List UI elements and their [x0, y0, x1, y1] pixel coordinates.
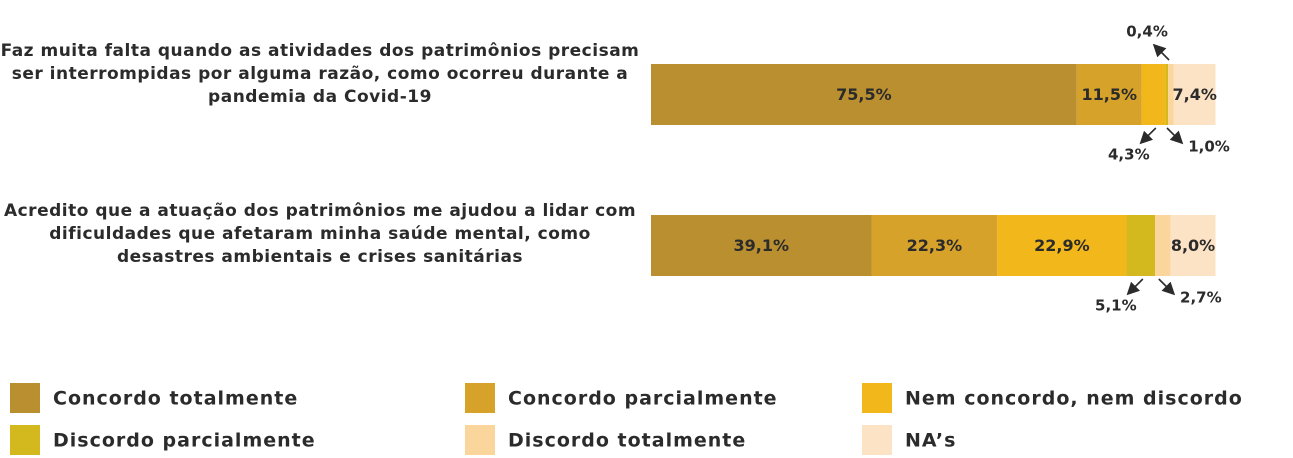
- bar-segment: [1126, 215, 1155, 276]
- value-label: 7,4%: [1173, 85, 1217, 104]
- legend-label: Concordo totalmente: [53, 388, 298, 410]
- legend-label: NA’s: [905, 430, 956, 452]
- value-label: 11,5%: [1081, 85, 1137, 104]
- callout-arrow: [1142, 128, 1156, 142]
- legend-swatch: [10, 383, 40, 413]
- value-label: 8,0%: [1171, 236, 1215, 255]
- value-label: 4,3%: [1108, 146, 1150, 164]
- legend-label: Discordo totalmente: [508, 430, 746, 452]
- legend-swatch: [465, 383, 495, 413]
- legend-label: Nem concordo, nem discordo: [905, 388, 1243, 410]
- legend-swatch: [10, 425, 40, 455]
- page: 75,5% 11,5% 7,4% 4,3% 0,4% 1,0% 39,1% 22,3% 22,9…: [0, 0, 1293, 458]
- callout-arrow: [1155, 46, 1169, 60]
- value-label: 39,1%: [734, 236, 790, 255]
- value-label: 75,5%: [836, 85, 892, 104]
- legend-label: Discordo parcialmente: [53, 430, 316, 452]
- bar-segment: [1155, 215, 1170, 276]
- value-label: 0,4%: [1126, 23, 1168, 41]
- callout-arrow: [1167, 128, 1181, 142]
- legend-label: Concordo parcialmente: [508, 388, 778, 410]
- value-label: 5,1%: [1095, 297, 1137, 315]
- legend-swatch: [465, 425, 495, 455]
- value-label: 1,0%: [1188, 138, 1230, 156]
- callout-arrow: [1159, 279, 1173, 293]
- bar-segment: [1142, 64, 1166, 125]
- value-label: 2,7%: [1180, 289, 1222, 307]
- callout-arrow: [1129, 279, 1143, 293]
- legend-swatch: [862, 383, 892, 413]
- value-label: 22,9%: [1034, 236, 1090, 255]
- category-label: Faz muita falta quando as atividades dos…: [0, 40, 640, 109]
- value-label: 22,3%: [907, 236, 963, 255]
- category-label: Acredito que a atuação dos patrimônios m…: [0, 200, 640, 269]
- bar-segment: [1166, 64, 1168, 125]
- legend-swatch: [862, 425, 892, 455]
